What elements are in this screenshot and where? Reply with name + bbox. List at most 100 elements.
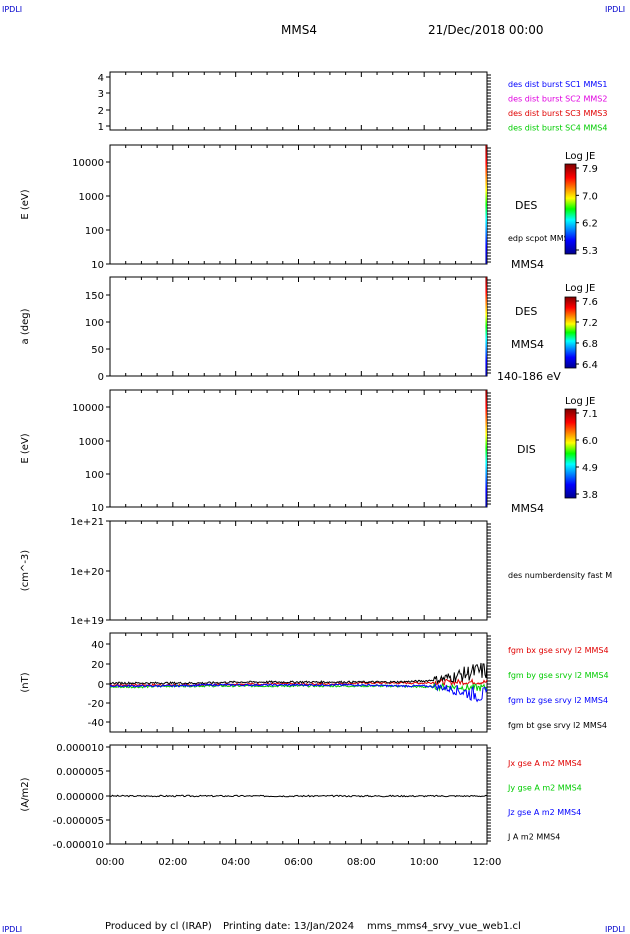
panel-frame (109, 144, 488, 265)
y-tick-label: 1e+20 (70, 567, 104, 578)
panel-dis-energy (106, 389, 491, 508)
colorbar-tick-label: 6.0 (582, 436, 598, 447)
y-tick-label: 4 (98, 73, 104, 84)
y-axis-label: a (deg) (20, 308, 31, 344)
instrument-label: DES (515, 199, 537, 212)
colorbar-title: Log JE (565, 151, 595, 162)
y-tick-label: 10 (91, 260, 104, 271)
y-tick-label: 1e+21 (70, 517, 104, 528)
spectrogram-strip (485, 277, 487, 376)
spectrogram-strip (485, 390, 487, 507)
y-tick-label: 1e+19 (70, 616, 104, 627)
y-tick-label: 2 (98, 106, 104, 117)
colorbar (564, 408, 577, 499)
colorbar-tick-label: 3.8 (582, 490, 598, 501)
y-tick-label: 1000 (79, 437, 104, 448)
y-axis-label: (A/m2) (20, 777, 31, 811)
time-axis-label: 08:00 (347, 857, 376, 868)
time-axis-label: 10:00 (410, 857, 439, 868)
y-tick-label: 40 (91, 640, 104, 651)
corner-mark-top-left: IPDLI (2, 5, 22, 14)
panel-frame (109, 520, 488, 621)
colorbar-tick-label: 7.0 (582, 191, 598, 202)
legend-entry: fgm bt gse srvy l2 MMS4 (508, 721, 607, 730)
b-field-trace (109, 662, 488, 685)
colorbar-title: Log JE (565, 283, 595, 294)
time-axis-label: 12:00 (473, 857, 502, 868)
colorbar (564, 163, 577, 255)
panel-frame (109, 744, 488, 845)
colorbar-tick-label: 4.9 (582, 463, 598, 474)
y-tick-label: -0.000005 (53, 816, 104, 827)
y-axis-label: E (eV) (20, 433, 31, 463)
time-axis-label: 02:00 (158, 857, 187, 868)
y-tick-label: 0 (98, 680, 104, 691)
panel-frame (109, 276, 488, 377)
legend-entry: Jy gse A m2 MMS4 (507, 784, 582, 793)
time-axis-label: 06:00 (284, 857, 313, 868)
y-tick-label: -0.000010 (53, 840, 104, 851)
panel-des-energy (106, 144, 491, 265)
legend-entry: des dist burst SC1 MMS1 (508, 80, 607, 89)
corner-mark-bottom-right: IPDLI (605, 925, 625, 934)
y-axis-label: (cm^-3) (20, 550, 31, 591)
panel-current-density (106, 744, 491, 845)
y-tick-label: 10000 (72, 403, 104, 414)
instrument-label: DES (515, 305, 537, 318)
colorbar-tick-label: 5.3 (582, 246, 598, 257)
colorbar-tick-label: 7.9 (582, 164, 598, 175)
colorbar (564, 296, 577, 369)
current-trace (109, 794, 488, 798)
legend-entry: fgm bx gse srvy l2 MMS4 (508, 646, 609, 655)
y-tick-label: -20 (88, 699, 104, 710)
footer-printing-date: Printing date: 13/Jan/2024 (223, 921, 354, 932)
panel-magnetic-field (106, 632, 491, 733)
overlay-label: edp scpot MMS4 (508, 234, 574, 243)
panel-des-pitch-angle (106, 276, 491, 377)
legend-entry: J A m2 MMS4 (507, 833, 560, 842)
y-tick-label: 3 (98, 89, 104, 100)
corner-mark-bottom-left: IPDLI (2, 925, 22, 934)
spectrogram-strip (485, 145, 487, 264)
y-tick-label: 1000 (79, 192, 104, 203)
y-tick-label: 150 (85, 291, 104, 302)
b-field-trace (109, 683, 488, 703)
colorbar-tick-label: 6.2 (582, 219, 598, 230)
footer-credit: Produced by cl (IRAP) (105, 921, 212, 932)
footer-filename: mms_mms4_srvy_vue_web1.cl (367, 921, 521, 932)
corner-mark-top-right: IPDLI (605, 5, 625, 14)
y-tick-label: 100 (85, 470, 104, 481)
y-tick-label: 10 (91, 503, 104, 514)
colorbar-tick-label: 6.8 (582, 339, 598, 350)
y-tick-label: 50 (91, 345, 104, 356)
energy-range-label: 140-186 eV (497, 370, 561, 383)
density-label: des numberdensity fast M (508, 571, 612, 580)
y-tick-label: 1 (98, 122, 104, 133)
instrument-label: DIS (517, 443, 536, 456)
colorbar-tick-label: 6.4 (582, 360, 598, 371)
legend-entry: des dist burst SC4 MMS4 (508, 124, 607, 133)
panel-frame (109, 71, 488, 131)
spacecraft-label: MMS4 (511, 338, 544, 351)
legend-entry: Jx gse A m2 MMS4 (507, 759, 582, 768)
y-tick-label: 0.000005 (56, 767, 104, 778)
plot-date: 21/Dec/2018 00:00 (428, 23, 544, 37)
panel-burst-availability (106, 71, 491, 131)
colorbar-tick-label: 7.1 (582, 409, 598, 420)
spacecraft-label: MMS4 (511, 258, 544, 271)
y-tick-label: 20 (91, 660, 104, 671)
spacecraft-title: MMS4 (281, 23, 317, 37)
spacecraft-label: MMS4 (511, 502, 544, 515)
legend-entry: fgm by gse srvy l2 MMS4 (508, 671, 609, 680)
y-tick-label: 10000 (72, 158, 104, 169)
legend-entry: des dist burst SC2 MMS2 (508, 95, 607, 104)
legend-entry: Jz gse A m2 MMS4 (507, 808, 581, 817)
legend-entry: fgm bz gse srvy l2 MMS4 (508, 696, 608, 705)
y-tick-label: 100 (85, 318, 104, 329)
colorbar-title: Log JE (565, 396, 595, 407)
y-tick-label: 0.000010 (56, 743, 104, 754)
time-axis-label: 00:00 (96, 857, 125, 868)
y-axis-label: E (eV) (20, 189, 31, 219)
legend-entry: des dist burst SC3 MMS3 (508, 109, 607, 118)
